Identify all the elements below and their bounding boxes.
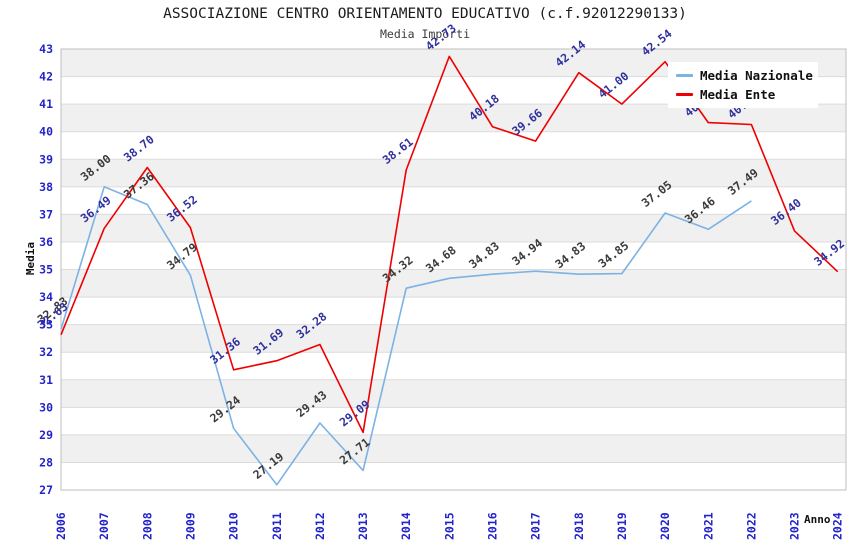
x-tick-label: 2012 [313, 512, 327, 540]
series-line-media-nazionale [60, 186, 752, 486]
legend: Media Nazionale Media Ente [668, 62, 818, 108]
x-tick-label: 2017 [529, 512, 543, 540]
point-label: 34.85 [595, 238, 631, 270]
x-tick-label: 2024 [831, 512, 845, 540]
y-tick-label: 42 [39, 70, 53, 84]
plot-band [61, 434, 846, 463]
plot-band [61, 379, 846, 408]
plot-band [61, 214, 846, 242]
x-tick-label: 2016 [486, 512, 500, 540]
plot-band [61, 159, 846, 187]
y-tick-label: 34 [39, 290, 53, 304]
x-tick-label: 2008 [140, 512, 154, 540]
y-tick-label: 33 [39, 318, 53, 332]
x-tick-label: 2011 [270, 512, 284, 540]
x-tick-label: 2014 [399, 512, 413, 540]
x-axis-title: Anno [804, 513, 831, 526]
y-tick-label: 43 [39, 42, 53, 56]
nazionale-line-swatch [676, 74, 693, 77]
legend-item-media-nazionale: Media Nazionale [668, 68, 818, 83]
y-tick-label: 29 [39, 428, 53, 442]
x-tick-label: 2023 [788, 512, 802, 540]
y-tick-label: 32 [39, 345, 53, 359]
point-label: 34.79 [164, 240, 200, 272]
y-tick-label: 38 [39, 180, 53, 194]
plot-border [60, 48, 847, 491]
y-tick-label: 36 [39, 235, 53, 249]
plot-band [61, 104, 846, 132]
y-tick-label: 41 [39, 97, 53, 111]
x-tick-label: 2020 [658, 512, 672, 540]
series-line-media-ente [60, 55, 839, 434]
point-label: 34.83 [466, 239, 502, 271]
ente-line-swatch [676, 93, 693, 96]
x-tick-label: 2013 [356, 512, 370, 540]
chart-title: ASSOCIAZIONE CENTRO ORIENTAMENTO EDUCATI… [163, 6, 687, 22]
y-tick-label: 27 [39, 483, 53, 497]
y-tick-label: 30 [39, 400, 53, 414]
y-tick-label: 39 [39, 152, 53, 166]
y-tick-label: 40 [39, 125, 53, 139]
x-tick-label: 2018 [572, 512, 586, 540]
x-tick-label: 2021 [701, 512, 715, 540]
plot-band [61, 269, 846, 298]
x-tick-label: 2015 [442, 512, 456, 540]
legend-label-ente: Media Ente [700, 87, 776, 102]
y-tick-label: 35 [39, 263, 53, 277]
x-tick-label: 2022 [744, 512, 758, 540]
x-tick-label: 2010 [227, 512, 241, 540]
x-tick-label: 2006 [54, 512, 68, 540]
chart-subtitle: Media Importi [379, 27, 470, 41]
point-label: 34.83 [552, 239, 588, 271]
y-tick-label: 37 [39, 207, 53, 221]
x-tick-label: 2019 [615, 512, 629, 540]
y-axis-title: Media [24, 241, 38, 276]
legend-label-nazionale: Media Nazionale [700, 68, 813, 83]
y-tick-label: 28 [39, 455, 53, 469]
legend-item-media-ente: Media Ente [668, 87, 818, 102]
plot-band [61, 324, 846, 353]
x-tick-label: 2009 [183, 512, 197, 540]
y-tick-label: 31 [39, 373, 53, 387]
x-tick-label: 2007 [97, 512, 111, 540]
